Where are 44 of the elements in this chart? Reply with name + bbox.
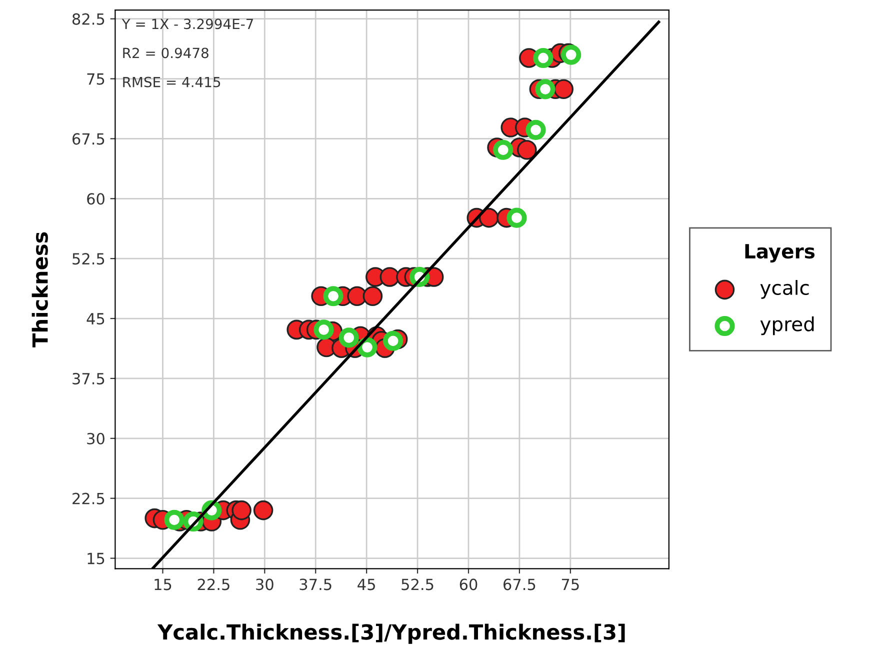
point	[357, 337, 378, 358]
point	[493, 140, 514, 160]
point	[383, 330, 404, 351]
x-tick-label: 60	[460, 578, 478, 590]
x-tick-label: 30	[256, 578, 274, 590]
point	[362, 286, 383, 306]
y-tick-label: 45	[86, 313, 104, 325]
y-tick-label: 60	[87, 193, 104, 205]
annotation: RMSE = 4.415	[123, 76, 220, 88]
point	[506, 208, 527, 228]
x-tick-label: 37.5	[300, 578, 332, 590]
point	[338, 328, 359, 348]
x-axis-title: Ycalc.Thickness.[3]/Ypred.Thickness.[3]	[157, 624, 625, 644]
legend-title: Layers	[745, 244, 815, 263]
annotation: Y = 1X - 3.2994E-7	[122, 18, 254, 30]
point	[535, 79, 556, 100]
y-tick-label: 82.5	[72, 13, 104, 25]
x-tick-label: 15	[154, 578, 172, 590]
point	[517, 140, 537, 160]
y-tick-label: 52.5	[72, 253, 104, 265]
point	[526, 120, 546, 140]
point	[380, 267, 400, 287]
point	[323, 286, 344, 306]
y-axis-title: Thickness	[32, 232, 48, 348]
annotation: R2 = 0.9478	[123, 48, 208, 58]
y-tick-label: 30	[87, 432, 104, 444]
y-tick-label: 67.5	[72, 133, 104, 145]
y-tick-label: 37.5	[72, 372, 104, 384]
point	[164, 510, 184, 530]
x-tick-label: 75	[562, 578, 579, 590]
point	[533, 48, 554, 68]
y-tick-label: 75	[87, 73, 104, 85]
x-tick-label: 22.5	[198, 578, 230, 590]
point	[253, 500, 274, 520]
y-tick-label: 22.5	[72, 492, 104, 504]
point	[554, 79, 574, 100]
point	[314, 320, 334, 340]
legend-label: ycalc	[760, 280, 809, 299]
y-tick-label: 15	[88, 552, 104, 564]
point	[232, 500, 252, 520]
legend-label: ypred	[760, 316, 814, 336]
x-tick-label: 45	[358, 578, 375, 590]
x-tick-label: 67.5	[504, 578, 536, 590]
x-tick-label: 52.5	[402, 578, 434, 590]
